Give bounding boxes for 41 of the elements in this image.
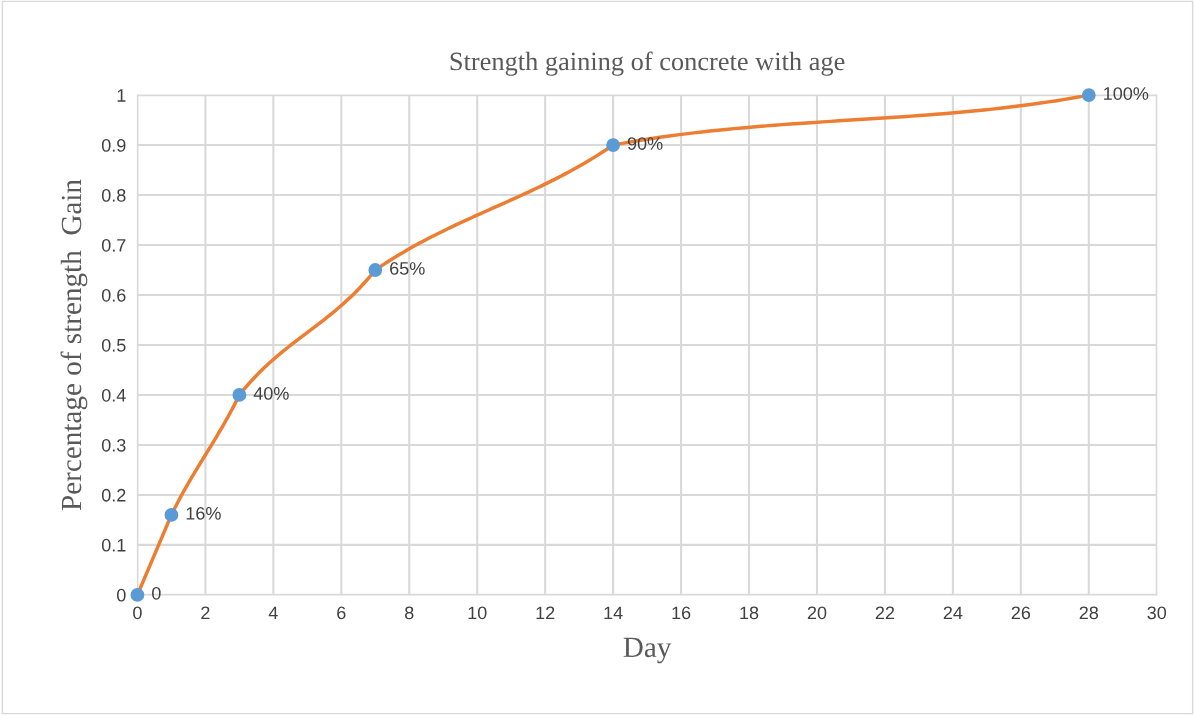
y-tick-label: 0.4 <box>101 388 126 402</box>
point <box>1081 88 1096 103</box>
point <box>164 508 179 522</box>
y-tick-label: 0.1 <box>101 538 126 552</box>
x-tick-label: 26 <box>1011 606 1031 620</box>
y-tick-label: 0.2 <box>101 488 126 502</box>
x-tick-label: 30 <box>1147 606 1167 620</box>
x-tick-label: 0 <box>133 606 142 620</box>
chart-title: Strength gaining of concrete with age <box>450 51 845 76</box>
point <box>606 138 621 152</box>
x-tick-label: 10 <box>468 606 487 620</box>
y-tick-label: 0.5 <box>101 338 126 352</box>
point <box>232 388 247 402</box>
data-label: 100% <box>1104 87 1149 100</box>
data-label: 0 <box>152 586 161 600</box>
x-tick-label: 20 <box>807 606 827 620</box>
x-tick-label: 8 <box>405 606 414 620</box>
x-tick-label: 28 <box>1079 606 1099 620</box>
x-tick-label: 2 <box>201 606 210 620</box>
y-tick-label: 0.8 <box>101 188 126 202</box>
x-tick-label: 24 <box>943 606 963 620</box>
x-axis-title: Day <box>623 637 672 664</box>
x-tick-label: 4 <box>268 606 278 620</box>
point <box>368 263 383 277</box>
y-tick-label: 0.7 <box>101 238 126 252</box>
x-tick-label: 22 <box>875 606 895 620</box>
data-label: 65% <box>390 262 425 275</box>
x-tick-label: 16 <box>672 606 691 620</box>
y-tick-label: 0.9 <box>101 139 126 152</box>
y-axis-title: Percentage of strength Gain <box>60 179 88 511</box>
data-label: 40% <box>253 387 289 400</box>
y-tick-label: 0.6 <box>101 288 126 302</box>
data-label: 16% <box>186 506 221 520</box>
x-tick-label: 18 <box>740 606 759 620</box>
x-tick-label: 12 <box>536 606 555 620</box>
x-tick-label: 14 <box>604 606 623 620</box>
y-tick-label: 0.3 <box>101 438 126 452</box>
point <box>130 587 145 602</box>
y-tick-label: 1 <box>117 89 126 102</box>
x-tick-label: 6 <box>337 606 346 620</box>
y-tick-label: 0 <box>116 588 126 602</box>
